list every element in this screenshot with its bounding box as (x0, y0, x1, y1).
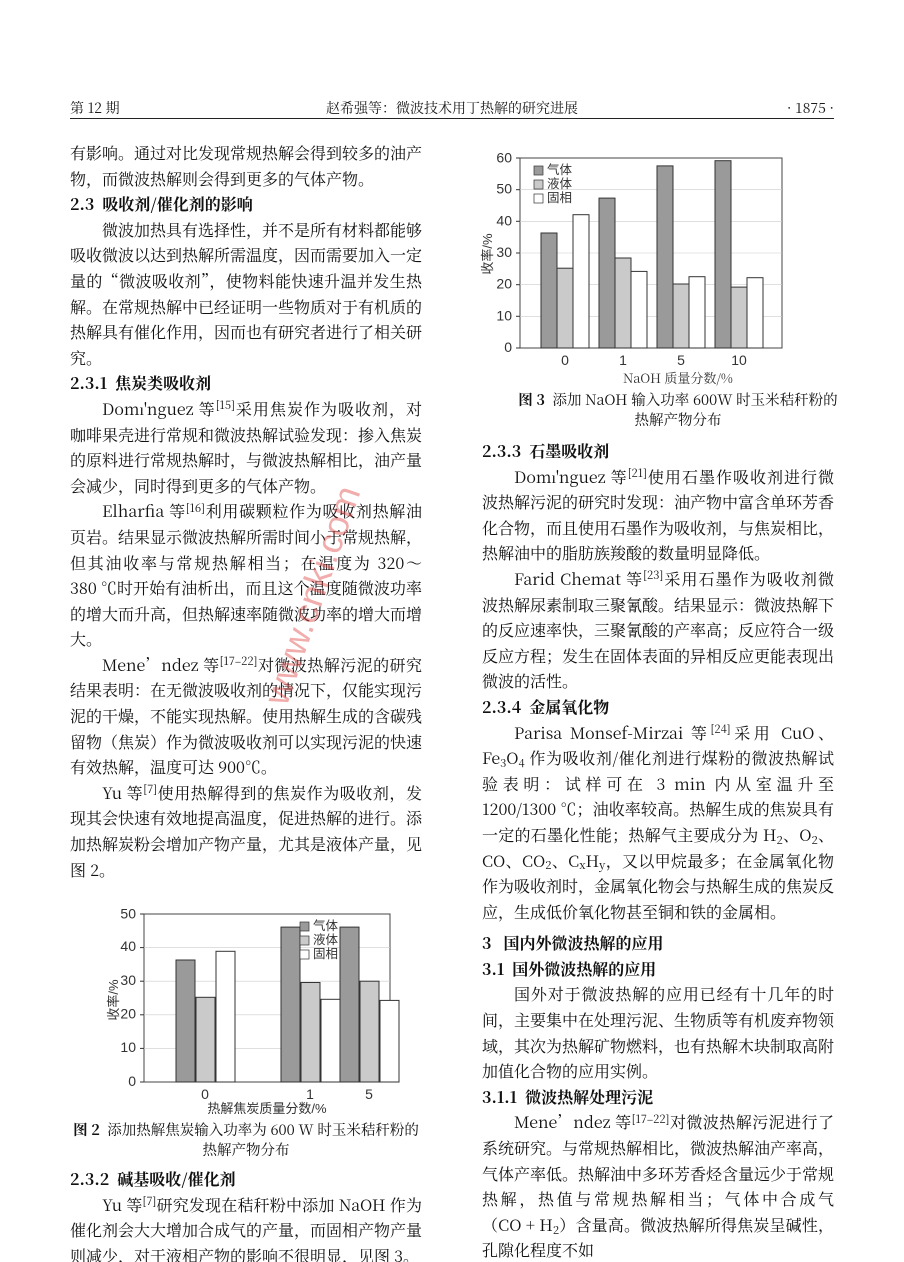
svg-text:0: 0 (561, 352, 569, 368)
svg-text:40: 40 (496, 212, 512, 228)
svg-text:20: 20 (496, 276, 512, 292)
svg-text:液体: 液体 (547, 176, 573, 191)
svg-text:50: 50 (496, 181, 512, 197)
svg-text:5: 5 (677, 352, 685, 368)
svg-text:40: 40 (120, 938, 136, 954)
svg-text:0: 0 (201, 1086, 209, 1102)
svg-text:热解焦炭质量分数/%: 热解焦炭质量分数/% (207, 1101, 327, 1114)
svg-text:5: 5 (365, 1086, 373, 1102)
svg-text:30: 30 (120, 972, 136, 988)
svg-text:10: 10 (496, 307, 512, 323)
svg-text:10: 10 (731, 352, 747, 368)
svg-text:0: 0 (128, 1073, 136, 1089)
svg-text:30: 30 (496, 244, 512, 260)
svg-text:气体: 气体 (547, 162, 573, 177)
svg-text:50: 50 (120, 906, 136, 922)
svg-text:20: 20 (120, 1005, 136, 1021)
svg-text:60: 60 (496, 150, 512, 166)
svg-text:1: 1 (306, 1086, 314, 1102)
svg-text:收率/%: 收率/% (480, 233, 495, 275)
svg-text:固相: 固相 (547, 191, 572, 205)
svg-text:收率/%: 收率/% (106, 979, 121, 1021)
svg-text:液体: 液体 (313, 932, 339, 947)
svg-text:0: 0 (504, 339, 512, 355)
svg-text:气体: 气体 (313, 918, 339, 933)
svg-text:1: 1 (619, 352, 627, 368)
svg-text:10: 10 (120, 1039, 136, 1055)
svg-text:固相: 固相 (313, 947, 338, 961)
